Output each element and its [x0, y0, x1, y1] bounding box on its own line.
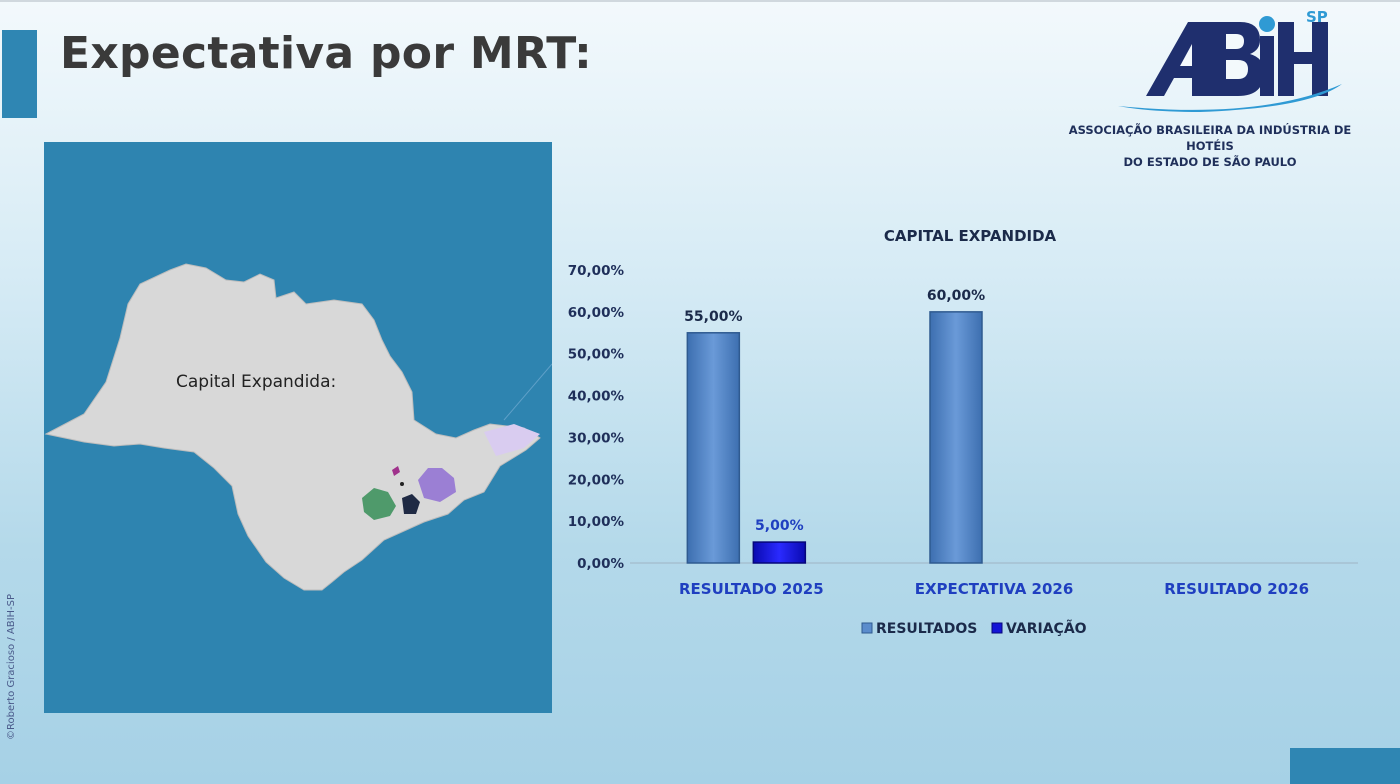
- x-axis: RESULTADO 2025 EXPECTATIVA 2026 RESULTADO …: [679, 580, 1309, 598]
- chart-title: CAPITAL EXPANDIDA: [884, 227, 1057, 245]
- sao-paulo-state-map: [44, 263, 553, 591]
- state-shape: [44, 263, 541, 591]
- callout-line: [503, 363, 553, 421]
- corner-accent-box: [1290, 748, 1400, 784]
- legend-label: RESULTADOS: [876, 621, 977, 637]
- region-capital: [402, 494, 420, 514]
- chart: CAPITAL EXPANDIDA 0,00% 10,00% 20,00% 30,00…: [568, 227, 1358, 637]
- y-tick-label: 40,00%: [568, 389, 625, 405]
- capital-point: [400, 482, 404, 486]
- region-alto-tiete: [418, 468, 456, 502]
- y-axis: 0,00% 10,00% 20,00% 30,00% 40,00% 50,00% 60,00…: [568, 263, 625, 572]
- legend: RESULTADOS VARIAÇÃO: [861, 620, 1087, 637]
- x-tick-label: EXPECTATIVA 2026: [915, 580, 1074, 598]
- y-tick-label: 0,00%: [577, 556, 624, 572]
- y-tick-label: 60,00%: [568, 305, 625, 321]
- logo-name-line2: DO ESTADO DE SÃO PAULO: [1123, 155, 1297, 169]
- logo-name: ASSOCIAÇÃO BRASILEIRA DA INDÚSTRIA DE HO…: [1060, 122, 1360, 170]
- x-tick-label: RESULTADO 2026: [1164, 580, 1309, 598]
- region-litoral-norte: [484, 424, 540, 456]
- bar-varia-o: [752, 541, 807, 564]
- data-label: 55,00%: [684, 309, 742, 325]
- logo-name-line1: ASSOCIAÇÃO BRASILEIRA DA INDÚSTRIA DE HO…: [1068, 123, 1352, 153]
- y-tick-label: 20,00%: [568, 472, 625, 488]
- title-accent-bar: [2, 30, 37, 118]
- region-purple: [392, 466, 400, 476]
- y-tick-label: 30,00%: [568, 430, 625, 446]
- bar-resultados: [929, 311, 983, 564]
- y-tick-label: 70,00%: [568, 263, 625, 279]
- map-panel: [44, 142, 553, 713]
- legend-label: VARIAÇÃO: [1006, 620, 1087, 637]
- page-title: Expectativa por MRT:: [60, 28, 593, 79]
- abih-logo: SP: [1118, 8, 1342, 112]
- y-tick-label: 10,00%: [568, 514, 625, 530]
- region-green: [362, 488, 396, 520]
- y-tick-label: 50,00%: [568, 347, 625, 363]
- abih-logo-mark: [1118, 16, 1342, 112]
- map-label: Capital Expandida:: [176, 372, 337, 392]
- data-label: 60,00%: [927, 288, 985, 304]
- legend-swatch: [991, 622, 1003, 634]
- top-border: [0, 0, 1400, 2]
- bar-resultados: [686, 332, 741, 564]
- credit-text: ©Roberto Gracioso / ABIH-SP: [6, 593, 17, 740]
- x-tick-label: RESULTADO 2025: [679, 580, 824, 598]
- legend-swatch: [861, 622, 873, 634]
- data-label: 5,00%: [755, 518, 804, 534]
- logo-region: SP: [1306, 8, 1328, 26]
- bars: 55,00% 5,00% 60,00%: [684, 288, 985, 564]
